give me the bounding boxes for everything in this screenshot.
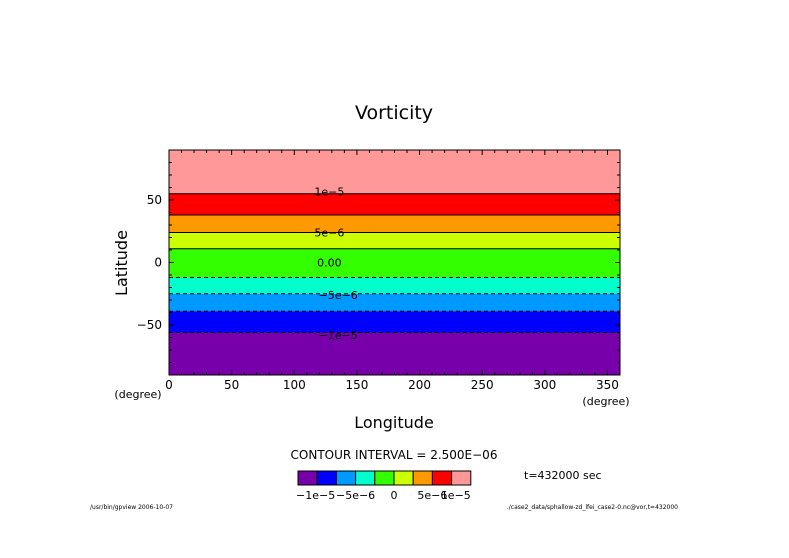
contour-label-0: 1e−5 <box>314 185 344 198</box>
time-label: t=432000 sec <box>524 469 602 482</box>
x-tick-label-1: 50 <box>224 378 239 392</box>
x-tick-label-6: 300 <box>533 378 556 392</box>
x-axis: 0 50 100 150 200 250 300 350 <box>165 150 619 392</box>
x-unit-label: (degree) <box>582 395 629 408</box>
colorbar-swatch-5 <box>393 470 414 486</box>
colorbar <box>297 470 472 486</box>
contour-label-1: 5e−6 <box>314 227 344 240</box>
colorbar-label-1: −5e−6 <box>336 489 375 502</box>
x-tick-label-0: 0 <box>165 378 173 392</box>
x-tick-label-7: 350 <box>596 378 619 392</box>
x-axis-title: Longitude <box>354 413 434 432</box>
x-tick-label-4: 200 <box>408 378 431 392</box>
contour-label-4: −1e−5 <box>319 329 358 342</box>
y-axis: 50 0 −50 <box>137 162 620 363</box>
colorbar-label-3: 5e−6 <box>417 489 447 502</box>
footer-left: /usr/bin/gpview 2006-10-07 <box>90 504 173 511</box>
contour-band-0 <box>169 150 620 194</box>
y-tick-label-2: −50 <box>137 318 162 332</box>
y-axis-title: Latitude <box>112 230 131 296</box>
contour-band-7 <box>169 311 620 333</box>
colorbar-label-2: 0 <box>391 489 398 502</box>
contour-band-1 <box>169 193 620 215</box>
colorbar-swatch-6 <box>412 470 433 486</box>
contour-lines <box>169 193 620 333</box>
colorbar-swatch-0 <box>297 470 318 486</box>
contour-band-6 <box>169 293 620 312</box>
footer-right: ./case2_data/sphallow-zd_lfei_case2-0.nc… <box>507 504 678 511</box>
contour-band-4 <box>169 248 620 278</box>
chart-title: Vorticity <box>355 102 433 124</box>
colorbar-swatch-3 <box>355 470 376 486</box>
x-tick-label-2: 100 <box>283 378 306 392</box>
colorbar-swatch-8 <box>451 470 472 486</box>
y-tick-label-1: 0 <box>154 256 162 270</box>
colorbar-label-0: −1e−5 <box>296 489 335 502</box>
colorbar-swatch-4 <box>374 470 395 486</box>
colorbar-swatch-7 <box>431 470 453 486</box>
contour-fill-bands <box>169 150 620 375</box>
y-tick-label-0: 50 <box>147 193 162 207</box>
contour-interval-text: CONTOUR INTERVAL = 2.500E−06 <box>291 448 498 462</box>
contour-labels: 1e−5 5e−6 0.00 −5e−6 −1e−5 <box>314 185 357 342</box>
colorbar-label-4: 1e−5 <box>441 489 471 502</box>
contour-band-8 <box>169 332 620 375</box>
colorbar-swatch-2 <box>335 470 357 486</box>
contour-label-2: 0.00 <box>317 257 342 270</box>
x-tick-label-3: 150 <box>345 378 368 392</box>
contour-label-3: −5e−6 <box>319 289 358 302</box>
colorbar-labels: −1e−5 −5e−6 0 5e−61e−5 <box>296 489 471 502</box>
colorbar-swatch-1 <box>316 470 337 486</box>
y-unit-label: (degree) <box>114 388 161 401</box>
contour-band-3 <box>169 232 620 249</box>
x-tick-label-5: 250 <box>471 378 494 392</box>
contour-band-2 <box>169 215 620 233</box>
contour-band-5 <box>169 277 620 294</box>
